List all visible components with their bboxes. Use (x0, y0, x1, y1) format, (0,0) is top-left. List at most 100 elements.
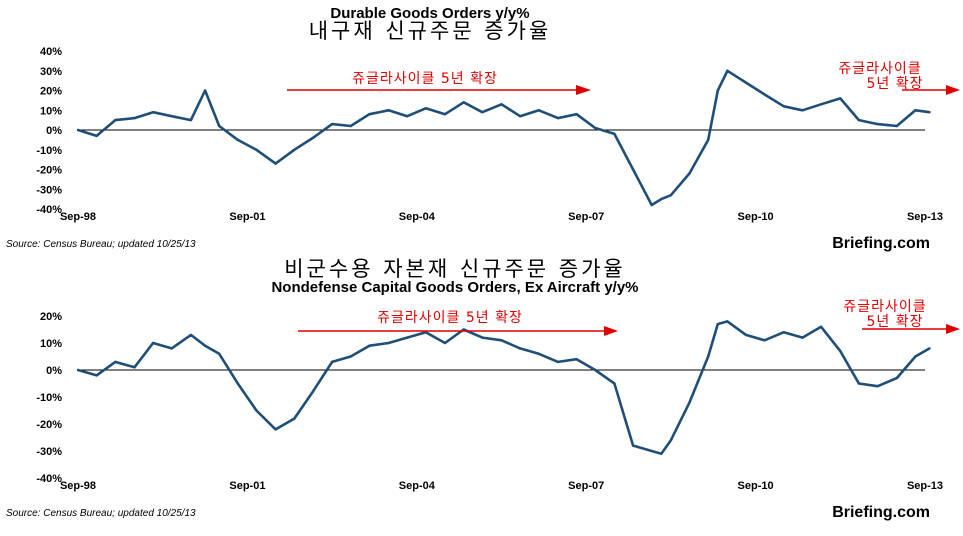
chart2-source: Source: Census Bureau; updated 10/25/13 (6, 508, 196, 519)
x-tick-label: Sep-98 (60, 211, 96, 223)
data-point (311, 136, 315, 140)
y-tick-label: -30% (36, 446, 62, 458)
chart2-annotation-right-line2: 5년 확장 (867, 314, 924, 330)
data-point (669, 193, 673, 197)
data-point (688, 172, 691, 175)
y-tick-label: -10% (36, 145, 62, 157)
chart2-y-axis: 20% 10% 0% -10% -20% -30% -40% (36, 311, 62, 485)
y-tick-label: -20% (36, 419, 62, 431)
data-point (928, 347, 931, 350)
chart1-title: Durable Goods Orders y/y% (330, 5, 529, 22)
data-point (170, 114, 173, 118)
data-point (575, 113, 578, 116)
data-point (293, 417, 296, 420)
data-point (133, 366, 136, 369)
data-point (706, 138, 710, 142)
data-point (537, 352, 540, 355)
chart1-annotation-right-line2: 5년 확장 (867, 76, 924, 92)
x-tick-label: Sep-01 (229, 480, 265, 492)
x-tick-label: Sep-04 (399, 211, 436, 223)
x-tick-label: Sep-98 (60, 480, 96, 492)
data-point (462, 101, 465, 104)
data-point (406, 114, 409, 118)
data-point (518, 347, 522, 350)
data-point (819, 103, 823, 106)
data-point (575, 358, 578, 361)
chart1-brand: Briefing.com (832, 235, 930, 252)
x-tick-label: Sep-13 (907, 211, 943, 223)
x-tick-label: Sep-10 (738, 211, 774, 223)
data-point (95, 134, 98, 138)
data-point (631, 444, 635, 447)
data-point (660, 452, 663, 455)
data-point (76, 128, 80, 132)
data-point (500, 103, 503, 106)
x-tick-label: Sep-07 (568, 480, 604, 492)
data-point (349, 124, 352, 128)
data-point (914, 355, 917, 358)
data-point (857, 382, 861, 385)
data-point (217, 352, 221, 355)
data-point (76, 368, 80, 372)
chart1-arrow2-head (946, 85, 960, 95)
y-tick-label: 10% (40, 338, 62, 350)
chart1-subtitle: 내구재 신규주문 증가율 (309, 19, 552, 43)
data-point (368, 344, 371, 347)
data-point (114, 360, 117, 364)
chart1-arrow-head (576, 85, 591, 95)
chart2-series-line (77, 320, 931, 455)
chart2-arrow-head (604, 326, 618, 336)
data-point (203, 89, 207, 92)
data-point (716, 322, 719, 326)
y-tick-label: -30% (36, 184, 62, 196)
data-point (151, 111, 155, 114)
data-point (151, 341, 155, 345)
data-point (170, 347, 173, 350)
data-point (876, 385, 879, 388)
chart2-data-points (76, 320, 931, 455)
data-point (255, 409, 258, 412)
data-point (726, 320, 729, 323)
y-tick-label: 40% (40, 46, 62, 58)
y-tick-label: 0% (46, 125, 62, 137)
chart1-data-points (76, 69, 931, 207)
data-point (782, 105, 786, 108)
data-point (594, 368, 597, 372)
data-point (782, 331, 786, 334)
data-point (387, 109, 390, 112)
data-point (330, 122, 334, 126)
data-point (660, 197, 663, 201)
data-point (706, 355, 710, 358)
chart2-x-axis: Sep-98 Sep-01 Sep-04 Sep-07 Sep-10 Sep-13 (60, 480, 943, 492)
x-tick-label: Sep-13 (907, 480, 943, 492)
data-point (387, 341, 390, 345)
data-point (330, 360, 334, 364)
data-point (895, 124, 898, 128)
chart2-brand: Briefing.com (832, 504, 930, 521)
chart1-y-axis: 40% 30% 20% 10% 0% -10% -20% -30% -40% (36, 46, 62, 216)
data-point (839, 349, 842, 353)
data-point (650, 449, 653, 453)
x-tick-label: Sep-04 (399, 480, 436, 492)
y-tick-label: -40% (36, 473, 62, 485)
data-point (189, 333, 193, 337)
data-point (876, 122, 879, 126)
chart2-subtitle: 비군수용 자본재 신규주문 증가율 (284, 257, 626, 281)
y-tick-label: 20% (40, 311, 62, 323)
data-point (688, 401, 691, 404)
data-point (255, 148, 258, 151)
data-point (914, 109, 917, 112)
x-tick-label: Sep-10 (738, 480, 774, 492)
data-point (819, 325, 823, 328)
data-point (236, 382, 240, 385)
data-point (669, 439, 673, 442)
data-point (203, 344, 207, 347)
y-tick-label: 30% (40, 66, 62, 78)
data-point (443, 341, 447, 345)
data-point (114, 118, 117, 122)
data-point (274, 162, 277, 165)
data-point (133, 116, 136, 120)
chart1-x-axis: Sep-98 Sep-01 Sep-04 Sep-07 Sep-10 Sep-13 (60, 211, 943, 223)
data-point (236, 138, 240, 142)
data-point (424, 107, 428, 110)
